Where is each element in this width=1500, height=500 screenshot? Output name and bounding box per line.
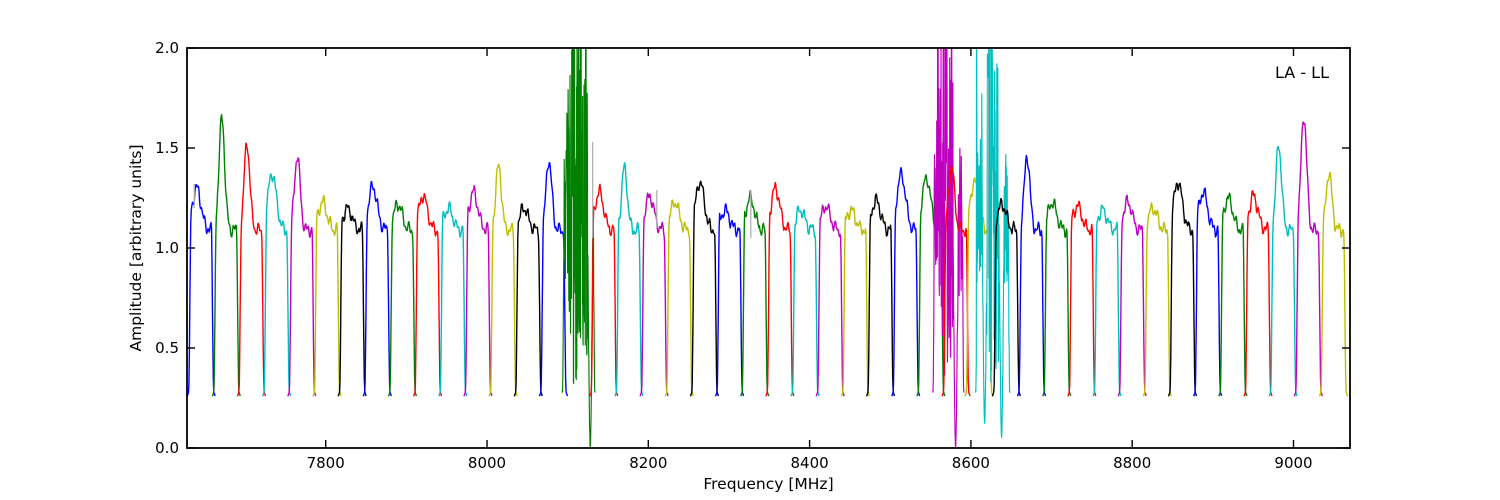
bandpass-curve — [262, 173, 292, 397]
x-tick-label: 9000 — [1274, 454, 1312, 472]
x-tick-label: 8200 — [629, 454, 667, 472]
bandpass-curve — [714, 203, 745, 397]
bandpass-curve — [1142, 202, 1172, 397]
bandpass-curve — [639, 192, 669, 397]
annotation-label: LA - LL — [1275, 63, 1329, 82]
bandpass-curve — [287, 157, 317, 397]
bandpass-curve — [664, 199, 694, 397]
y-tick-label: 2.0 — [155, 39, 179, 57]
x-tick-label: 8600 — [952, 454, 990, 472]
bandpass-curve — [589, 183, 619, 397]
x-tick-label: 8400 — [791, 454, 829, 472]
bandpass-curve — [790, 205, 820, 397]
bandpass-curve — [974, 48, 1011, 438]
bandpass-curve — [840, 205, 871, 397]
bandpass-curve — [187, 183, 216, 397]
x-axis-label: Frequency [MHz] — [703, 475, 833, 493]
x-tick-label: 8800 — [1113, 454, 1151, 472]
bandpass-curve — [1218, 192, 1248, 397]
bandpass-curve — [1092, 204, 1122, 397]
bandpass-curve — [1318, 171, 1349, 397]
bandpass-curve — [1117, 194, 1147, 397]
bandpass-curve — [991, 198, 1021, 397]
bandpass-curve — [337, 204, 367, 397]
bandpass-curve — [815, 203, 845, 397]
bandpass-curve — [1243, 190, 1273, 397]
bandpass-curve — [614, 162, 644, 397]
bandpass-curve — [1067, 200, 1097, 397]
bandpass-curve — [740, 189, 770, 397]
bandpass-curve — [561, 48, 596, 448]
x-tick-label: 7800 — [307, 454, 345, 472]
axis-ticks — [187, 47, 1350, 449]
bandpass-curve — [1042, 198, 1072, 397]
bandpass-curve — [891, 167, 921, 397]
bandpass-curve — [1016, 154, 1047, 397]
bandpass-curve — [931, 48, 965, 448]
bandpass-curves — [187, 48, 1349, 448]
y-tick-label: 1.5 — [155, 139, 179, 157]
bandpass-curve — [438, 201, 468, 397]
bandpass-curve — [1167, 182, 1198, 397]
bandpass-curve — [362, 180, 392, 397]
bandpass-curve — [387, 199, 418, 397]
bandpass-curve — [513, 203, 543, 397]
bandpass-curve — [1268, 145, 1298, 397]
spur-lines — [193, 78, 989, 278]
bandpass-curve — [538, 162, 569, 397]
bandpass-curve — [463, 185, 493, 397]
y-tick-label: 0.5 — [155, 339, 179, 357]
bandpass-curve — [865, 193, 896, 397]
y-tick-label: 0.0 — [155, 439, 179, 457]
y-axis-label: Amplitude [arbitrary units] — [127, 145, 145, 352]
bandpass-curve — [1293, 121, 1323, 397]
x-tick-label: 8000 — [468, 454, 506, 472]
bandpass-curve — [1193, 187, 1223, 397]
bandpass-curve — [236, 142, 267, 397]
y-tick-label: 1.0 — [155, 239, 179, 257]
bandpass-curve — [412, 192, 443, 397]
bandpass-curve — [211, 114, 241, 397]
bandpass-curve — [312, 195, 342, 397]
bandpass-curve — [488, 163, 518, 397]
bandpass-curve — [765, 181, 795, 397]
bandpass-curve — [941, 165, 971, 397]
bandpass-curve — [689, 180, 720, 397]
x-tick-labels: 7800 8000 8200 8400 8600 8800 9000 — [307, 454, 1313, 472]
y-tick-labels: 0.0 0.5 1.0 1.5 2.0 — [155, 39, 179, 457]
